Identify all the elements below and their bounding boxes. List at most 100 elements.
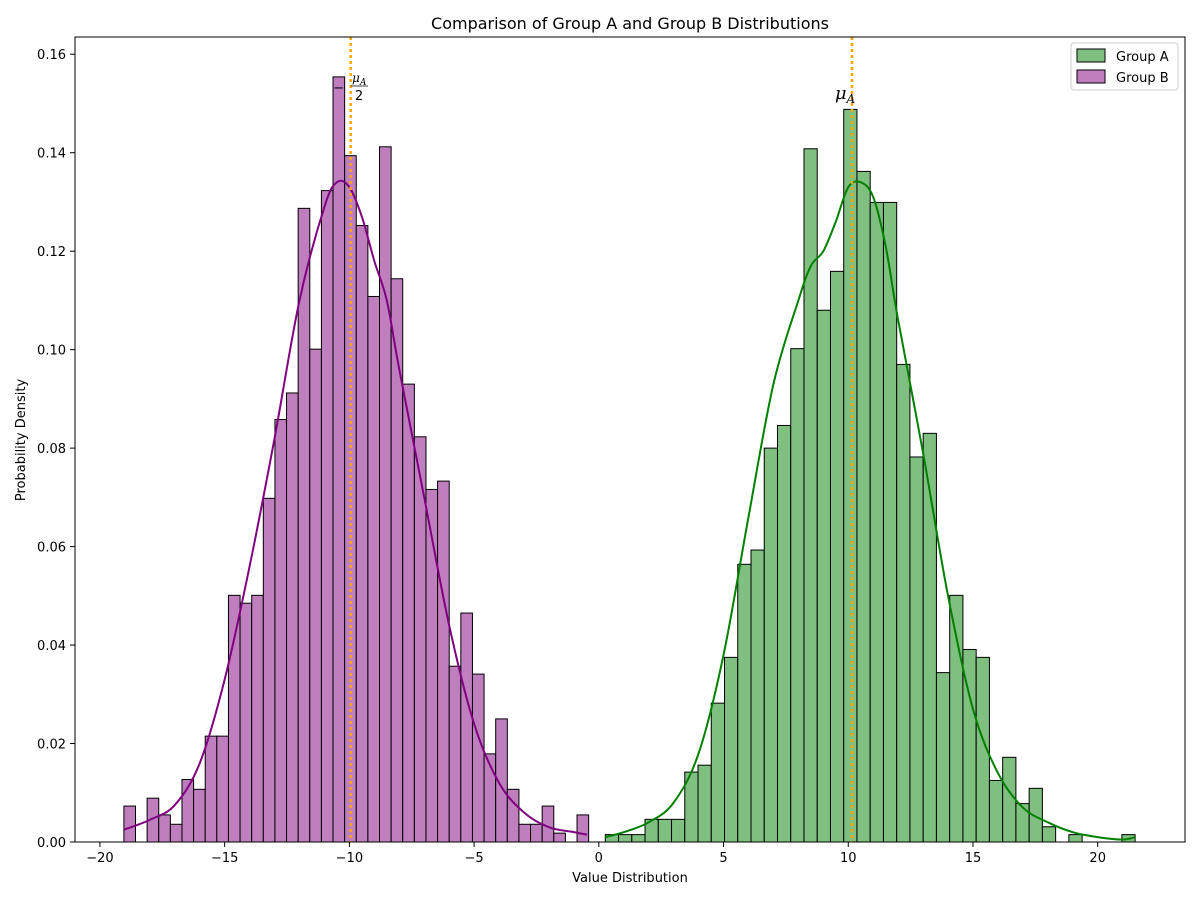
- group-b-bar: [169, 823, 183, 843]
- group-b-bar: [204, 735, 218, 843]
- legend-label-group-a: Group A: [1116, 50, 1169, 65]
- x-tick-label: −15: [211, 851, 238, 866]
- group-b-bar: [158, 814, 171, 843]
- group-a-bar: [856, 170, 871, 843]
- x-tick-label: 20: [1089, 851, 1106, 866]
- group-b-bar: [390, 278, 404, 843]
- group-b-mean-denominator: 2: [355, 89, 363, 104]
- group-a-bar: [618, 834, 633, 843]
- group-a-bar: [935, 672, 951, 843]
- group-a-bar: [737, 563, 752, 843]
- legend-label-group-b: Group B: [1116, 71, 1169, 86]
- group-a-bar: [988, 779, 1004, 843]
- group-b-bar: [518, 823, 532, 843]
- group-a-mean-label: μA: [835, 83, 856, 106]
- group-a-bar: [657, 818, 673, 843]
- group-b-bar: [402, 383, 415, 843]
- group-a-bar: [869, 201, 884, 843]
- group-a-bar: [671, 818, 686, 843]
- y-tick-label: 0.12: [37, 245, 66, 260]
- y-axis-label: Probability Density: [14, 379, 29, 502]
- x-axis-label: Value Distribution: [572, 871, 688, 886]
- group-a-kde-line: [605, 180, 1136, 841]
- x-axis: −20 −15 −10 −5 0 5 10 15 20: [86, 842, 1106, 866]
- group-a-bar: [750, 549, 765, 843]
- x-tick-label: −10: [336, 851, 363, 866]
- group-a-bar: [710, 702, 726, 843]
- x-tick-label: 5: [719, 851, 727, 866]
- group-b-bar: [193, 788, 206, 843]
- x-tick-label: −5: [465, 851, 484, 866]
- legend: Group A Group B: [1070, 42, 1179, 91]
- plot-area-frame: [74, 36, 1186, 843]
- group-b-bar: [227, 594, 241, 843]
- group-b-bar: [471, 673, 485, 843]
- group-b-bar: [216, 735, 229, 843]
- group-b-bar: [262, 497, 276, 843]
- y-tick-label: 0.10: [37, 344, 66, 359]
- group-b-bar: [297, 207, 311, 843]
- y-tick-label: 0.16: [37, 48, 66, 63]
- group-a-bar: [909, 456, 924, 843]
- group-a-bar: [896, 363, 911, 843]
- group-b-bar: [530, 823, 543, 843]
- group-a-bar: [829, 270, 845, 843]
- group-b-bar: [239, 602, 253, 843]
- chart-title: Comparison of Group A and Group B Distri…: [431, 14, 829, 33]
- group-b-bar: [448, 665, 462, 843]
- group-a-bar: [843, 108, 858, 843]
- mean-lines: [349, 37, 854, 842]
- group-b-bar: [123, 805, 137, 843]
- group-a-bar: [763, 447, 778, 843]
- group-b-bar: [379, 146, 392, 843]
- group-b-bar: [367, 295, 381, 843]
- group-a-bar: [776, 424, 792, 843]
- group-b-mean-mu: μ: [352, 71, 360, 85]
- group-a-bar: [790, 348, 805, 843]
- group-b-bar: [332, 76, 346, 843]
- group-b-bar: [553, 832, 566, 843]
- group-b-bar: [320, 190, 334, 843]
- legend-swatch-group-a: [1076, 48, 1106, 63]
- group-b-bar: [274, 419, 288, 843]
- y-tick-label: 0.02: [37, 738, 66, 753]
- y-tick-label: 0.08: [37, 442, 66, 457]
- group-b-mean-numerator: μA: [352, 71, 367, 88]
- group-b-bar: [437, 480, 450, 843]
- y-tick-label: 0.00: [37, 836, 66, 851]
- group-b-mean-label: − μA 2: [333, 71, 368, 104]
- group-a-bar: [1041, 826, 1057, 843]
- group-a-bar: [1015, 803, 1030, 843]
- group-a-bar: [803, 148, 818, 843]
- x-tick-label: 10: [840, 851, 857, 866]
- group-b-bar: [460, 612, 473, 843]
- x-tick-label: 0: [595, 851, 603, 866]
- group-a-mean-symbol: μA: [835, 83, 856, 106]
- group-a-bar: [1002, 756, 1017, 843]
- legend-swatch-group-b: [1076, 69, 1106, 84]
- x-tick-label: 15: [965, 851, 982, 866]
- group-b-bar: [355, 225, 369, 843]
- y-axis: 0.00 0.02 0.04 0.06 0.08 0.10 0.12 0.14 0.16: [37, 48, 75, 851]
- group-a-bar: [1068, 834, 1083, 843]
- group-a-bar: [697, 764, 712, 843]
- group-a-mean-mu: μ: [835, 83, 847, 104]
- y-tick-label: 0.04: [37, 639, 66, 654]
- group-a-bar: [631, 834, 646, 843]
- group-b-mean-sign: −: [333, 81, 344, 96]
- y-tick-label: 0.06: [37, 541, 66, 556]
- group-a-bar: [816, 309, 831, 843]
- group-b-bar: [576, 814, 590, 843]
- group-b-bar: [251, 594, 264, 843]
- group-b-bar: [309, 348, 322, 843]
- y-tick-label: 0.14: [37, 147, 66, 162]
- group-b-kde-line: [123, 179, 588, 836]
- group-a-bar: [724, 656, 739, 843]
- group-a-bar: [1028, 787, 1043, 843]
- group-a-mean-subscript: A: [846, 92, 856, 106]
- group-b-bar: [286, 392, 299, 843]
- x-tick-label: −20: [86, 851, 113, 866]
- kde-curves: [123, 179, 1136, 841]
